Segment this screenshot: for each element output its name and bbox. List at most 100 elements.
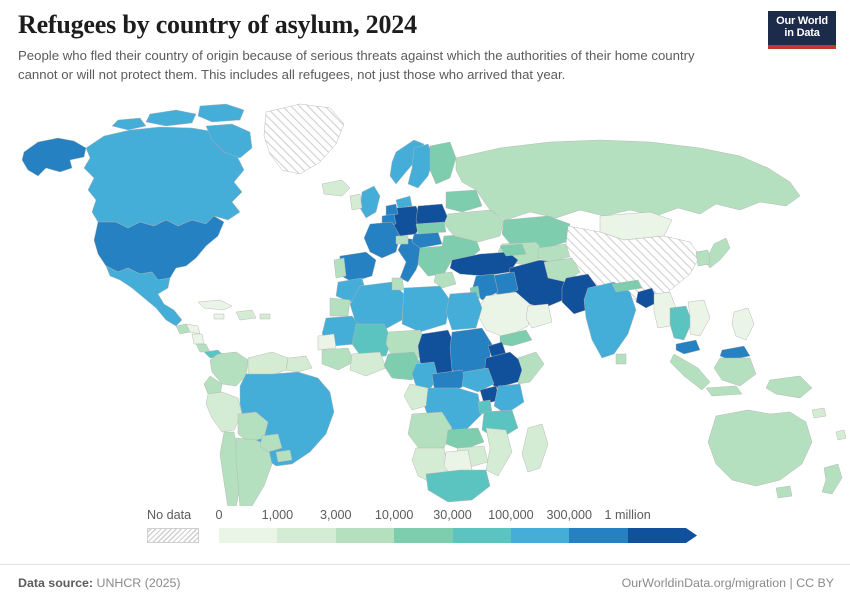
country-zambia[interactable] <box>446 428 484 450</box>
country-canada-arctic-3[interactable] <box>112 118 146 130</box>
country-south-sudan[interactable] <box>462 368 494 392</box>
country-malaysia[interactable] <box>676 340 700 354</box>
country-czechia-slovakia[interactable] <box>416 222 446 234</box>
country-greece[interactable] <box>434 272 456 288</box>
country-canada-arctic-2[interactable] <box>198 104 244 122</box>
country-south-africa[interactable] <box>426 470 490 502</box>
country-fiji[interactable] <box>836 430 846 440</box>
chart-header: Refugees by country of asylum, 2024 Peop… <box>18 10 758 84</box>
country-guyanas[interactable] <box>286 356 312 372</box>
country-costa-rica[interactable] <box>196 344 210 352</box>
country-greenland[interactable] <box>264 104 344 174</box>
country-indonesia-sumatra[interactable] <box>670 354 710 390</box>
country-bangladesh[interactable] <box>636 288 658 308</box>
logo-line-1: Our World <box>776 15 828 28</box>
country-indonesia-borneo[interactable] <box>714 358 756 386</box>
country-portugal[interactable] <box>334 258 346 278</box>
country-korea[interactable] <box>696 250 710 266</box>
country-france[interactable] <box>364 222 400 258</box>
country-indonesia-java[interactable] <box>706 386 742 396</box>
country-ireland[interactable] <box>350 194 362 210</box>
country-somalia[interactable] <box>518 352 544 384</box>
country-tasmania[interactable] <box>776 486 792 498</box>
country-cuba[interactable] <box>198 300 232 310</box>
country-madagascar[interactable] <box>522 424 548 472</box>
country-finland[interactable] <box>430 142 456 184</box>
legend-bin-0[interactable] <box>219 528 278 543</box>
country-philippines[interactable] <box>732 308 754 340</box>
country-russia[interactable] <box>456 140 800 220</box>
legend-color-bins <box>219 528 697 543</box>
country-egypt[interactable] <box>446 292 482 330</box>
country-angola[interactable] <box>408 412 452 450</box>
country-kenya[interactable] <box>494 384 524 414</box>
country-vietnam-laos-cambodia[interactable] <box>688 300 710 336</box>
country-new-caledonia[interactable] <box>812 408 826 418</box>
legend-bin-6[interactable] <box>569 528 628 543</box>
legend-bin-1[interactable] <box>277 528 336 543</box>
country-georgia-armenia-azerbaijan[interactable] <box>500 244 526 256</box>
country-guinea-sierra-leone-liberia[interactable] <box>322 348 354 370</box>
country-sweden[interactable] <box>408 144 434 188</box>
map-countries <box>22 104 846 506</box>
country-japan[interactable] <box>704 238 730 268</box>
country-alaska[interactable] <box>22 138 86 176</box>
country-switzerland[interactable] <box>396 236 408 244</box>
country-niger[interactable] <box>386 330 428 358</box>
country-kyrgyzstan-tajikistan[interactable] <box>538 244 572 262</box>
legend-tick-6: 300,000 <box>546 508 593 522</box>
country-haiti-dr[interactable] <box>236 310 256 320</box>
data-source-label: Data source: <box>18 576 94 590</box>
attribution-link[interactable]: OurWorldinData.org/migration | CC BY <box>621 576 834 590</box>
owid-logo[interactable]: Our World in Data <box>768 11 836 49</box>
country-canada-baffin[interactable] <box>206 124 252 158</box>
country-car[interactable] <box>432 370 468 392</box>
country-oman-uae[interactable] <box>526 304 552 328</box>
country-gabon-congo[interactable] <box>404 384 428 410</box>
legend-no-data-swatch[interactable] <box>147 528 199 543</box>
country-libya[interactable] <box>402 286 450 332</box>
country-western-sahara[interactable] <box>330 298 350 316</box>
country-venezuela[interactable] <box>248 352 288 376</box>
data-source-value: UNHCR (2025) <box>96 576 181 590</box>
legend-bin-7[interactable] <box>627 528 686 543</box>
country-new-zealand[interactable] <box>822 464 842 494</box>
country-uruguay[interactable] <box>276 450 292 462</box>
legend-bin-2[interactable] <box>335 528 395 543</box>
country-iceland[interactable] <box>322 180 350 196</box>
country-ivory-coast-ghana[interactable] <box>350 352 386 376</box>
world-choropleth-map[interactable] <box>0 96 850 506</box>
country-papua-new-guinea[interactable] <box>766 376 812 398</box>
map-legend: No data 0 1,000 3,000 10,000 30,000 100,000 30… <box>0 508 850 556</box>
country-mali[interactable] <box>352 324 392 358</box>
country-malawi-mozambique[interactable] <box>486 428 512 476</box>
country-chile[interactable] <box>220 432 240 506</box>
country-sri-lanka[interactable] <box>616 354 626 364</box>
country-puerto-rico[interactable] <box>260 314 270 319</box>
country-belarus-baltics[interactable] <box>446 190 482 212</box>
legend-bin-4[interactable] <box>452 528 511 543</box>
country-australia[interactable] <box>708 410 812 486</box>
legend-no-data-label: No data <box>147 508 192 522</box>
country-india[interactable] <box>584 282 636 358</box>
legend-bin-5[interactable] <box>510 528 570 543</box>
country-senegal-gambia[interactable] <box>318 334 336 350</box>
country-tunisia[interactable] <box>392 278 404 290</box>
country-peru[interactable] <box>206 392 242 432</box>
legend-tick-labels: 0 1,000 3,000 10,000 30,000 100,000 300,000 1 m… <box>215 508 709 526</box>
country-thailand[interactable] <box>670 306 692 340</box>
country-nicaragua[interactable] <box>192 334 204 344</box>
legend-bin-3[interactable] <box>394 528 453 543</box>
legend-tick-5: 100,000 <box>488 508 534 522</box>
country-paraguay[interactable] <box>260 434 282 452</box>
country-jamaica[interactable] <box>214 314 224 319</box>
legend-tick-4: 30,000 <box>433 508 472 522</box>
country-colombia[interactable] <box>210 352 248 386</box>
country-mexico[interactable] <box>106 266 182 326</box>
country-netherlands[interactable] <box>386 204 398 216</box>
country-united-kingdom[interactable] <box>360 186 380 218</box>
country-austria-hungary[interactable] <box>412 232 442 248</box>
country-canada-arctic-1[interactable] <box>146 110 196 126</box>
country-denmark[interactable] <box>396 196 412 208</box>
country-nepal-bhutan[interactable] <box>612 280 642 292</box>
